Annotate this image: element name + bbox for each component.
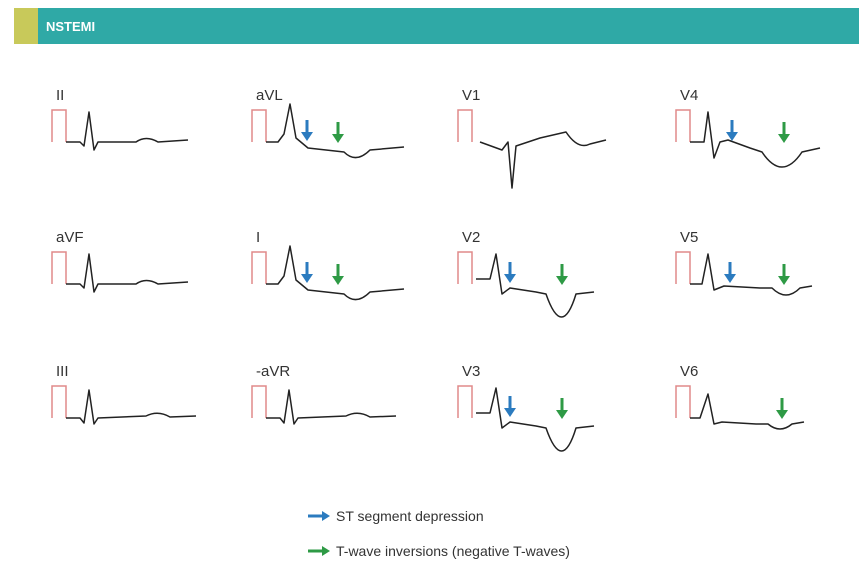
legend-label: ST segment depression xyxy=(336,508,484,524)
calibration-pulse xyxy=(457,109,473,142)
arrow-head xyxy=(301,274,313,283)
ecg-trace xyxy=(690,111,821,168)
calibration-pulse xyxy=(457,385,473,418)
ecg-trace xyxy=(476,387,595,452)
ecg-trace xyxy=(690,393,805,430)
calibration-pulse xyxy=(251,385,267,418)
header-tab xyxy=(14,8,38,44)
calibration-pulse xyxy=(675,251,691,284)
lead-label: I xyxy=(256,229,260,246)
ecg-trace xyxy=(476,253,595,318)
arrow-head xyxy=(726,132,738,141)
calibration-pulse xyxy=(51,109,67,142)
header-bar xyxy=(14,8,859,44)
arrow-head xyxy=(301,132,313,141)
lead-panel: V6 xyxy=(675,363,805,430)
ecg-trace xyxy=(66,389,197,425)
legend-label: T-wave inversions (negative T-waves) xyxy=(336,543,570,559)
arrow-head xyxy=(724,274,736,283)
arrow-head xyxy=(556,276,568,285)
lead-label: V5 xyxy=(680,229,698,246)
lead-panel: V2 xyxy=(457,229,595,318)
calibration-pulse xyxy=(51,385,67,418)
arrow-head xyxy=(778,276,790,285)
lead-label: V3 xyxy=(462,363,480,380)
lead-label: -aVR xyxy=(256,363,290,380)
calibration-pulse xyxy=(251,109,267,142)
ecg-trace xyxy=(266,245,405,301)
calibration-pulse xyxy=(457,251,473,284)
lead-label: V1 xyxy=(462,87,480,104)
calibration-pulse xyxy=(251,251,267,284)
lead-panel: I xyxy=(251,229,405,301)
lead-label: aVL xyxy=(256,87,283,104)
arrow-head xyxy=(556,410,568,419)
ecg-trace xyxy=(266,389,397,425)
lead-panel: V1 xyxy=(457,87,607,189)
calibration-pulse xyxy=(675,109,691,142)
arrow-head xyxy=(504,408,516,417)
legend-arrow-green xyxy=(308,546,330,556)
lead-panel: V3 xyxy=(457,363,595,452)
lead-panel: -aVR xyxy=(251,363,397,425)
lead-label: II xyxy=(56,87,64,104)
legend-arrow-blue xyxy=(308,511,330,521)
lead-label: III xyxy=(56,363,69,380)
lead-label: V4 xyxy=(680,87,698,104)
lead-panel: V5 xyxy=(675,229,813,296)
ecg-trace xyxy=(266,103,405,159)
ecg-trace xyxy=(66,111,189,151)
calibration-pulse xyxy=(51,251,67,284)
lead-panel: V4 xyxy=(675,87,821,168)
lead-label: aVF xyxy=(56,229,84,246)
ecg-trace xyxy=(66,253,189,293)
legend: ST segment depression T-wave inversions … xyxy=(308,508,570,559)
header-title: NSTEMI xyxy=(46,19,95,34)
lead-panel: aVL xyxy=(251,87,405,159)
lead-label: V2 xyxy=(462,229,480,246)
lead-panel: aVF xyxy=(51,229,189,293)
ecg-trace xyxy=(479,131,607,189)
arrow-head xyxy=(332,134,344,143)
calibration-pulse xyxy=(675,385,691,418)
arrow-head xyxy=(778,134,790,143)
arrow-head xyxy=(504,274,516,283)
ecg-trace xyxy=(690,253,813,296)
lead-label: V6 xyxy=(680,363,698,380)
arrow-head xyxy=(332,276,344,285)
arrow-head xyxy=(776,410,788,419)
lead-panel: III xyxy=(51,363,197,425)
lead-panel: II xyxy=(51,87,189,151)
